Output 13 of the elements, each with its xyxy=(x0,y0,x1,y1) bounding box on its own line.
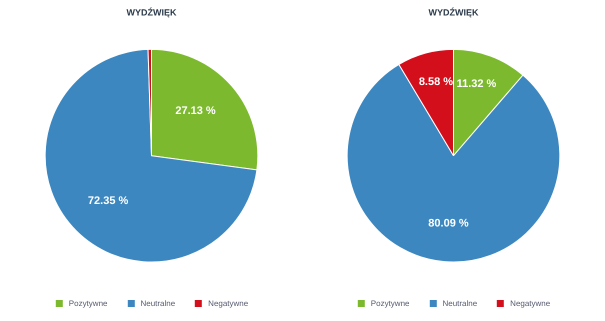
data-label: 27.13 % xyxy=(175,105,216,118)
legend-label: Pozytywne xyxy=(68,298,108,308)
chart-title: WYDŹWIĘK xyxy=(428,8,479,18)
chart-title: WYDŹWIĘK xyxy=(126,8,177,18)
legend-label: Neutralne xyxy=(442,298,478,308)
data-label: 8.58 % xyxy=(418,76,454,88)
legend-label: Negatywne xyxy=(510,298,550,308)
data-label: 72.35 % xyxy=(88,195,129,208)
legend-label: Neutralne xyxy=(140,298,176,308)
legend-label: Pozytywne xyxy=(370,298,410,308)
legend-label: Negatywne xyxy=(208,298,248,308)
data-label: 11.32 % xyxy=(456,78,497,90)
data-label: 80.09 % xyxy=(428,217,469,230)
